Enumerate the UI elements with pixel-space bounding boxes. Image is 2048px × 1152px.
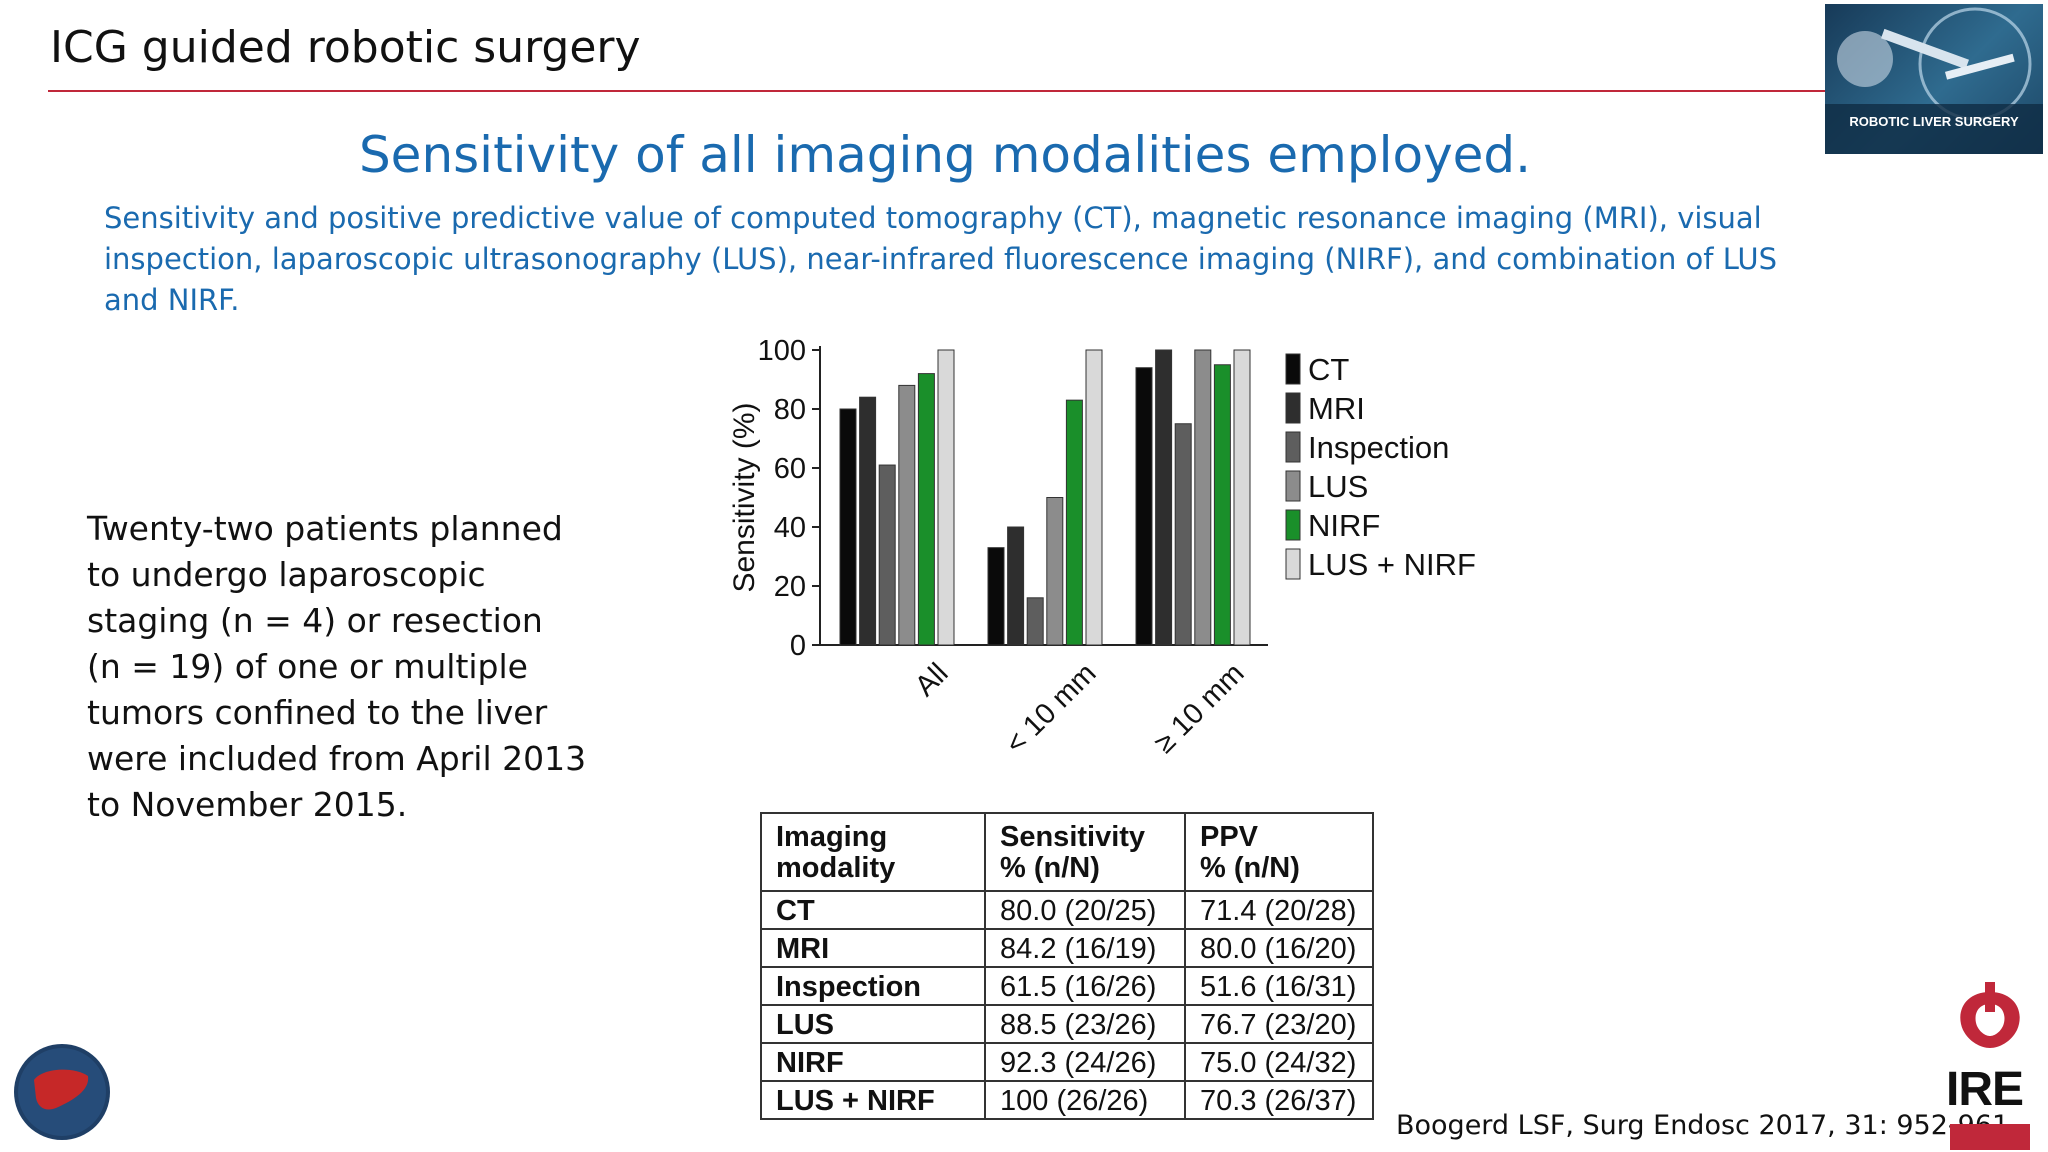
- table-cell-sensitivity: 80.0 (20/25): [984, 890, 1186, 930]
- bar-nirf-0: [917, 373, 935, 646]
- table-cell-ppv: 70.3 (26/37): [1184, 1080, 1374, 1120]
- legend-label: NIRF: [1308, 508, 1380, 543]
- table-cell-sensitivity: 84.2 (16/19): [984, 928, 1186, 968]
- bar-lus-0: [898, 384, 916, 646]
- header-ppv: PPV % (n/N): [1184, 812, 1374, 892]
- citation: Boogerd LSF, Surg Endosc 2017, 31: 952-9…: [1396, 1110, 2010, 1141]
- table-cell-ppv: 51.6 (16/31): [1184, 966, 1374, 1006]
- table-cell-ppv: 75.0 (24/32): [1184, 1042, 1374, 1082]
- legend-label: MRI: [1308, 391, 1365, 426]
- bar-inspection-2: [1174, 423, 1192, 646]
- y-tick-label: 100: [758, 335, 806, 367]
- legend-label: CT: [1308, 352, 1349, 387]
- legend-swatch: [1285, 353, 1301, 385]
- y-tick-label: 20: [774, 571, 806, 603]
- robot-arm-icon: [1825, 7, 2043, 154]
- x-tick-label: ≥ 10 mm: [1148, 657, 1250, 759]
- x-tick-label: < 10 mm: [1000, 657, 1103, 760]
- sensitivity-bar-chart: 0 20 40 60 80 100 Sensitivity (%) All < 10 mm ≥ 1…: [728, 335, 1476, 760]
- bar-nirf-2: [1213, 364, 1231, 646]
- table-cell-ppv: 76.7 (23/20): [1184, 1004, 1374, 1044]
- bar-inspection-0: [878, 464, 896, 646]
- slide-subtitle: Sensitivity and positive predictive valu…: [104, 201, 1778, 317]
- table-cell-modality: LUS: [760, 1004, 986, 1044]
- header-line: PPV: [1200, 821, 1259, 853]
- liver-icon: [14, 1044, 110, 1140]
- legend-swatch: [1285, 392, 1301, 424]
- table-row: MRI 84.2 (16/19) 80.0 (16/20): [760, 928, 1374, 968]
- y-tick-label: 60: [774, 453, 806, 485]
- table-cell-sensitivity: 61.5 (16/26): [984, 966, 1186, 1006]
- header-imaging-modality: Imaging modality: [760, 812, 986, 892]
- header-title: ICG guided robotic surgery: [50, 22, 641, 73]
- header-line: Sensitivity: [1000, 821, 1146, 853]
- legend-label: LUS + NIRF: [1308, 547, 1476, 582]
- x-tick-label: All: [909, 657, 954, 702]
- bar-ct-1: [987, 547, 1005, 646]
- bar-lus-2: [1194, 349, 1212, 646]
- bar-inspection-1: [1026, 597, 1044, 646]
- table-cell-modality: NIRF: [760, 1042, 986, 1082]
- legend-swatch: [1285, 470, 1301, 502]
- legend-swatch: [1285, 431, 1301, 463]
- bar-ct-2: [1135, 367, 1153, 646]
- header-sensitivity: Sensitivity % (n/N): [984, 812, 1186, 892]
- table-cell-modality: LUS + NIRF: [760, 1080, 986, 1120]
- bar-ct-0: [839, 408, 857, 646]
- ire-logo-icon: [1960, 982, 2020, 1048]
- legend-label: Inspection: [1308, 430, 1449, 465]
- bar-lus-1: [1046, 497, 1064, 646]
- table-row: LUS 88.5 (23/26) 76.7 (23/20): [760, 1004, 1374, 1044]
- conference-thumbnail: ROBOTIC LIVER SURGERY: [1825, 4, 2043, 154]
- table-cell-sensitivity: 100 (26/26): [984, 1080, 1186, 1120]
- table-header-row: Imaging modality Sensitivity % (n/N) PPV…: [760, 812, 1374, 892]
- bar-mri-2: [1155, 349, 1173, 646]
- table-cell-modality: CT: [760, 890, 986, 930]
- bar-mri-0: [859, 396, 877, 646]
- body-text: Twenty-two patients planned to undergo l…: [87, 509, 587, 824]
- header-line: Imaging: [776, 821, 888, 853]
- table-cell-ppv: 80.0 (16/20): [1184, 928, 1374, 968]
- bar-lus-nirf-2: [1233, 349, 1251, 646]
- bar-nirf-1: [1065, 399, 1083, 646]
- table-cell-sensitivity: 88.5 (23/26): [984, 1004, 1186, 1044]
- ire-logo-bar: [1950, 1124, 2030, 1150]
- bar-lus-nirf-1: [1085, 349, 1103, 646]
- table-cell-ppv: 71.4 (20/28): [1184, 890, 1374, 930]
- table-row: CT 80.0 (20/25) 71.4 (20/28): [760, 890, 1374, 930]
- slide-title: Sensitivity of all imaging modalities em…: [358, 126, 1532, 184]
- bar-mri-1: [1007, 526, 1025, 646]
- ire-logo-text: IRE: [1946, 1063, 2024, 1116]
- y-tick-label: 40: [774, 512, 806, 544]
- thumbnail-caption: ROBOTIC LIVER SURGERY: [1849, 114, 2019, 129]
- table-cell-sensitivity: 92.3 (24/26): [984, 1042, 1186, 1082]
- table-cell-modality: Inspection: [760, 966, 986, 1006]
- y-axis-label: Sensitivity (%): [728, 402, 761, 592]
- legend-label: LUS: [1308, 469, 1368, 504]
- table-row: Inspection 61.5 (16/26) 51.6 (16/31): [760, 966, 1374, 1006]
- header-line: modality: [776, 852, 896, 884]
- header-line: % (n/N): [1200, 852, 1300, 884]
- header-divider: [48, 90, 1828, 92]
- legend-swatch: [1285, 548, 1301, 580]
- table-row: NIRF 92.3 (24/26) 75.0 (24/32): [760, 1042, 1374, 1082]
- legend-swatch: [1285, 509, 1301, 541]
- table-row: LUS + NIRF 100 (26/26) 70.3 (26/37): [760, 1080, 1374, 1120]
- y-tick-label: 80: [774, 394, 806, 426]
- y-tick-label: 0: [790, 630, 806, 662]
- bar-lus-nirf-0: [937, 349, 955, 646]
- table-cell-modality: MRI: [760, 928, 986, 968]
- sensitivity-ppv-table: Imaging modality Sensitivity % (n/N) PPV…: [760, 812, 1374, 1120]
- header-line: % (n/N): [1000, 852, 1100, 884]
